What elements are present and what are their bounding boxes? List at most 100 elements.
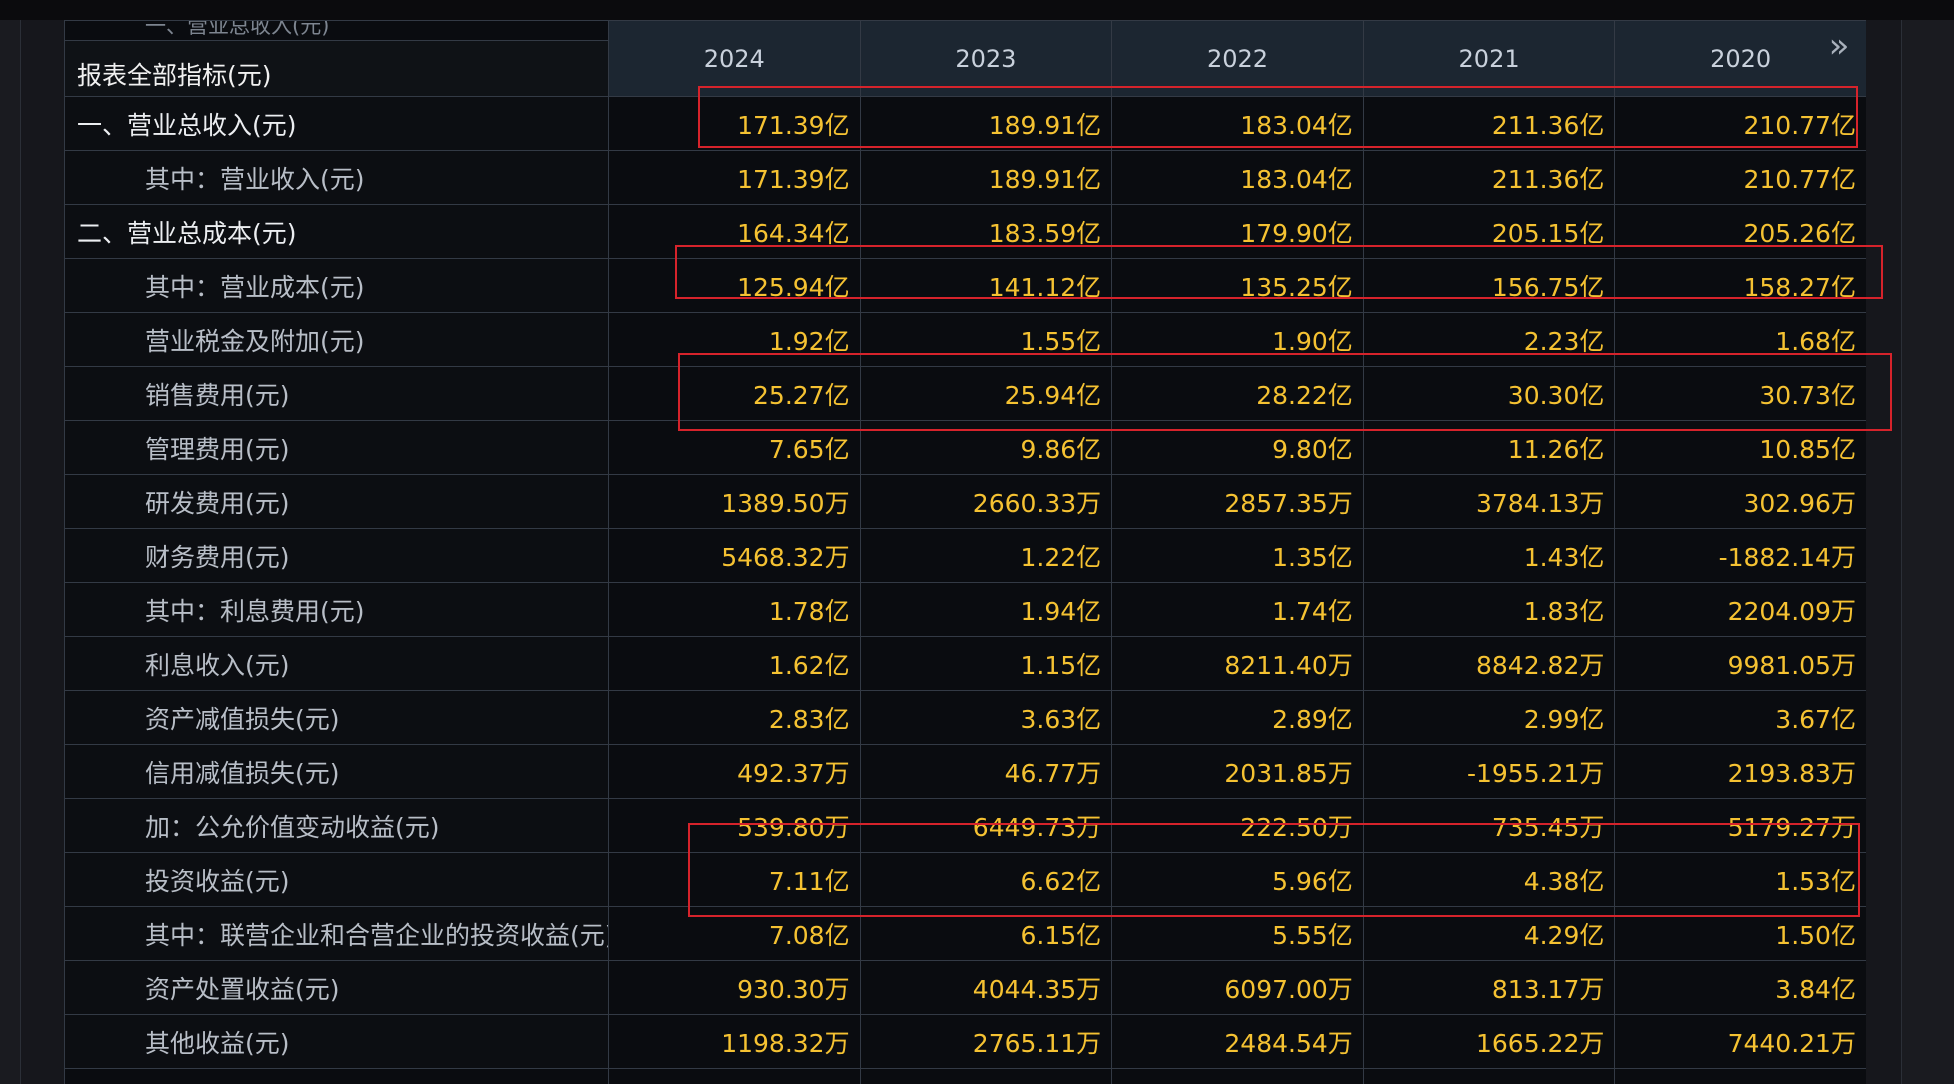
top-bar (0, 0, 1954, 20)
cut-off-row: 一、营业总收入(元) 2024 2023 2022 2021 2020 » (64, 20, 1866, 97)
value-cell-tax-surcharge-2024: 1.92亿 (608, 312, 861, 367)
row-label-operating-revenue: 其中：营业收入(元) (64, 150, 609, 205)
value-cell-interest-expense-2021: 1.83亿 (1362, 582, 1616, 637)
value-cell-investment-income-2020: 1.53亿 (1614, 852, 1866, 907)
value-cell-operating-cost-2023: 141.12亿 (859, 258, 1113, 313)
row-label-asset-impairment: 资产减值损失(元) (64, 690, 609, 745)
value-cell-operating-cost-2024: 125.94亿 (608, 258, 861, 313)
row-label-total-revenue: 一、营业总收入(元) (64, 96, 609, 151)
value-cell-operating-revenue-2023: 189.91亿 (859, 150, 1113, 205)
value-cell-operating-cost-2022: 135.25亿 (1111, 258, 1364, 313)
table-row-operating-cost: 其中：营业成本(元) 125.94亿 141.12亿 135.25亿 156.75亿 15… (64, 258, 1866, 313)
value-cell-fair-value-gain-2021: 735.45万 (1362, 798, 1616, 853)
value-cell-associate-investment-income-2021: 4.29亿 (1362, 906, 1616, 961)
value-cell-fair-value-gain-2020: 5179.27万 (1614, 798, 1866, 853)
value-cell-other-income-2021: 1665.22万 (1362, 1014, 1616, 1069)
value-cell-operating-revenue-2021: 211.36亿 (1362, 150, 1616, 205)
value-cell-admin-expense-2024: 7.65亿 (608, 420, 861, 475)
row-label-total-cost: 二、营业总成本(元) (64, 204, 609, 259)
value-cell-asset-disposal-gain-2023: 4044.35万 (859, 960, 1113, 1015)
table-row-tax-surcharge: 营业税金及附加(元) 1.92亿 1.55亿 1.90亿 2.23亿 1.68亿 (64, 312, 1866, 367)
row-label-investment-income: 投资收益(元) (64, 852, 609, 907)
value-cell-fair-value-gain-2024: 539.80万 (608, 798, 861, 853)
table-row-selling-expense: 销售费用(元) 25.27亿 25.94亿 28.22亿 30.30亿 30.73亿 (64, 366, 1866, 421)
value-cell-admin-expense-2023: 9.86亿 (859, 420, 1113, 475)
value-cell-asset-impairment-2023: 3.63亿 (859, 690, 1113, 745)
value-cell-other-income-2023: 2765.11万 (859, 1014, 1113, 1069)
value-cell-credit-impairment-2022: 2031.85万 (1111, 744, 1364, 799)
value-cell-other-income-2024: 1198.32万 (608, 1014, 861, 1069)
row-label-fair-value-gain: 加：公允价值变动收益(元) (64, 798, 609, 853)
value-cell-asset-impairment-2024: 2.83亿 (608, 690, 861, 745)
cut-off-cell (1362, 1068, 1616, 1084)
value-cell-finance-expense-2023: 1.22亿 (859, 528, 1113, 583)
cut-off-cell (1111, 1068, 1364, 1084)
year-header-2022[interactable]: 2022 (1111, 20, 1364, 97)
value-cell-total-revenue-2022: 183.04亿 (1111, 96, 1364, 151)
row-label-admin-expense: 管理费用(元) (64, 420, 609, 475)
double-chevron-right-icon[interactable]: » (1828, 26, 1850, 66)
year-header-2024[interactable]: 2024 (608, 20, 861, 97)
table-row-other-income: 其他收益(元) 1198.32万 2765.11万 2484.54万 1665.22万 7… (64, 1014, 1866, 1069)
value-cell-interest-expense-2023: 1.94亿 (859, 582, 1113, 637)
row-label-finance-expense: 财务费用(元) (64, 528, 609, 583)
value-cell-selling-expense-2022: 28.22亿 (1111, 366, 1364, 421)
row-label-credit-impairment: 信用减值损失(元) (64, 744, 609, 799)
value-cell-other-income-2022: 2484.54万 (1111, 1014, 1364, 1069)
row-label-interest-expense: 其中：利息费用(元) (64, 582, 609, 637)
row-label-interest-income: 利息收入(元) (64, 636, 609, 691)
table-row-finance-expense: 财务费用(元) 5468.32万 1.22亿 1.35亿 1.43亿 -1882.14万 (64, 528, 1866, 583)
value-cell-operating-revenue-2020: 210.77亿 (1614, 150, 1866, 205)
value-cell-interest-income-2021: 8842.82万 (1362, 636, 1616, 691)
table-row-asset-impairment: 资产减值损失(元) 2.83亿 3.63亿 2.89亿 2.99亿 3.67亿 (64, 690, 1866, 745)
year-header-2020[interactable]: 2020 » (1614, 20, 1866, 97)
value-cell-interest-income-2022: 8211.40万 (1111, 636, 1364, 691)
value-cell-investment-income-2024: 7.11亿 (608, 852, 861, 907)
value-cell-operating-cost-2021: 156.75亿 (1362, 258, 1616, 313)
value-cell-finance-expense-2020: -1882.14万 (1614, 528, 1866, 583)
year-header-2023[interactable]: 2023 (859, 20, 1113, 97)
value-cell-operating-cost-2020: 158.27亿 (1614, 258, 1866, 313)
table-row-fair-value-gain: 加：公允价值变动收益(元) 539.80万 6449.73万 222.50万 735.4… (64, 798, 1866, 853)
table-row-operating-revenue: 其中：营业收入(元) 171.39亿 189.91亿 183.04亿 211.36亿 21… (64, 150, 1866, 205)
value-cell-total-cost-2024: 164.34亿 (608, 204, 861, 259)
value-cell-finance-expense-2021: 1.43亿 (1362, 528, 1616, 583)
value-cell-interest-expense-2022: 1.74亿 (1111, 582, 1364, 637)
table-row-interest-income: 利息收入(元) 1.62亿 1.15亿 8211.40万 8842.82万 9981.05… (64, 636, 1866, 691)
value-cell-associate-investment-income-2022: 5.55亿 (1111, 906, 1364, 961)
value-cell-selling-expense-2023: 25.94亿 (859, 366, 1113, 421)
row-label-operating-cost: 其中：营业成本(元) (64, 258, 609, 313)
year-header-2020-label: 2020 (1710, 44, 1772, 73)
value-cell-interest-income-2023: 1.15亿 (859, 636, 1113, 691)
value-cell-associate-investment-income-2020: 1.50亿 (1614, 906, 1866, 961)
table-row-admin-expense: 管理费用(元) 7.65亿 9.86亿 9.80亿 11.26亿 10.85亿 (64, 420, 1866, 475)
value-cell-admin-expense-2020: 10.85亿 (1614, 420, 1866, 475)
table-row-total-cost: 二、营业总成本(元) 164.34亿 183.59亿 179.90亿 205.15亿 20… (64, 204, 1866, 259)
value-cell-total-cost-2020: 205.26亿 (1614, 204, 1866, 259)
cut-off-cell (64, 1068, 609, 1084)
header-label: 报表全部指标(元) (64, 40, 609, 97)
income-statement-panel: 一、营业总收入(元) 2024 2023 2022 2021 2020 » 报表… (64, 20, 1866, 1084)
cut-off-cell (859, 1068, 1113, 1084)
value-cell-other-income-2020: 7440.21万 (1614, 1014, 1866, 1069)
row-label-rd-expense: 研发费用(元) (64, 474, 609, 529)
value-cell-investment-income-2021: 4.38亿 (1362, 852, 1616, 907)
table-row-investment-income: 投资收益(元) 7.11亿 6.62亿 5.96亿 4.38亿 1.53亿 (64, 852, 1866, 907)
value-cell-rd-expense-2020: 302.96万 (1614, 474, 1866, 529)
year-header-2021[interactable]: 2021 (1362, 20, 1616, 97)
value-cell-total-cost-2023: 183.59亿 (859, 204, 1113, 259)
value-cell-total-cost-2022: 179.90亿 (1111, 204, 1364, 259)
value-cell-interest-expense-2020: 2204.09万 (1614, 582, 1866, 637)
value-cell-interest-income-2020: 9981.05万 (1614, 636, 1866, 691)
value-cell-credit-impairment-2024: 492.37万 (608, 744, 861, 799)
value-cell-rd-expense-2024: 1389.50万 (608, 474, 861, 529)
value-cell-selling-expense-2021: 30.30亿 (1362, 366, 1616, 421)
value-cell-asset-disposal-gain-2022: 6097.00万 (1111, 960, 1364, 1015)
value-cell-selling-expense-2024: 25.27亿 (608, 366, 861, 421)
row-label-selling-expense: 销售费用(元) (64, 366, 609, 421)
value-cell-selling-expense-2020: 30.73亿 (1614, 366, 1866, 421)
value-cell-admin-expense-2022: 9.80亿 (1111, 420, 1364, 475)
cut-off-cell (1614, 1068, 1866, 1084)
value-cell-credit-impairment-2021: -1955.21万 (1362, 744, 1616, 799)
value-cell-interest-expense-2024: 1.78亿 (608, 582, 861, 637)
